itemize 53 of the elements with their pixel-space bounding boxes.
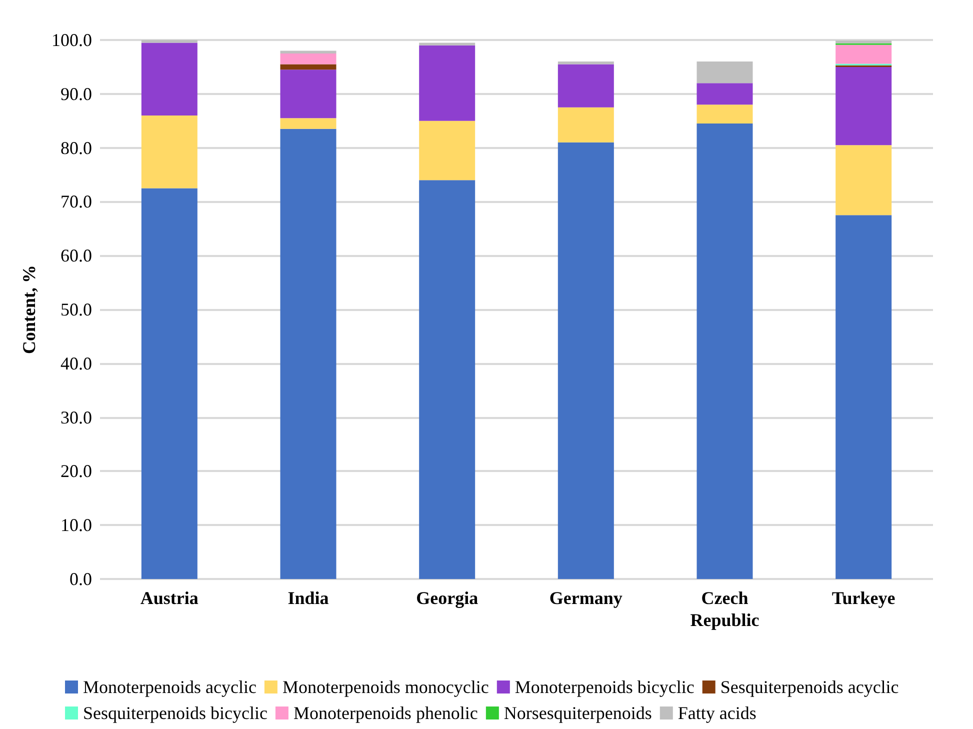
x-tick-label: Georgia [416,588,478,608]
legend-label: Monoterpenoids monocyclic [282,677,489,697]
y-tick-label: 0.0 [70,569,92,589]
bar [836,66,892,146]
bar [280,70,336,118]
bar [280,118,336,129]
bar [280,53,336,64]
y-tick-label: 60.0 [60,246,92,266]
y-tick-label: 70.0 [60,192,92,212]
bar [836,40,892,44]
bar [141,188,198,579]
y-tick-label: 20.0 [60,461,92,482]
legend-label: Monoterpenoids phenolic [293,703,478,723]
y-tick-label: 30.0 [60,407,92,428]
bar [836,215,892,579]
legend-label: Monoterpenoids acyclic [83,677,256,697]
bar [836,145,892,216]
y-tick-label: 50.0 [60,300,92,320]
y-tick-label: 10.0 [60,515,92,536]
bar [696,62,753,84]
bar [419,45,476,121]
bar [419,42,476,46]
bar [280,128,336,579]
y-tick-label: 40.0 [60,353,92,374]
x-tick-label: Czech Republic [690,588,760,630]
x-tick-label: Germany [549,588,622,608]
bar [836,44,892,64]
bar [696,104,753,124]
legend-label: Monoterpenoids bicyclic [514,677,694,697]
bar [558,62,614,64]
bar [280,50,336,54]
bar [280,64,336,70]
x-tick-label: Austria [140,588,198,608]
legend-label: Sesquiterpenoids bicyclic [83,703,268,723]
legend-label: Sesquiterpenoids acyclic [720,677,899,697]
legend-label: Norsesquiterpenoids [504,703,652,723]
legend-label: Fatty acids [678,703,756,723]
x-tick-label: India [288,588,329,608]
y-tick-label: 100.0 [52,30,92,50]
y-tick-label: 80.0 [60,138,92,158]
bar [419,180,476,579]
y-tick-label: 90.0 [60,84,92,104]
bar [141,40,198,43]
bar [558,107,614,142]
bar [419,120,476,180]
bar [558,142,614,579]
bar [696,83,753,105]
bar [141,115,198,188]
y-axis-title: Content, % [19,265,39,354]
x-tick-label: Turkeye [832,588,896,608]
bar [696,124,753,579]
bar [141,42,198,116]
bar [558,64,614,108]
